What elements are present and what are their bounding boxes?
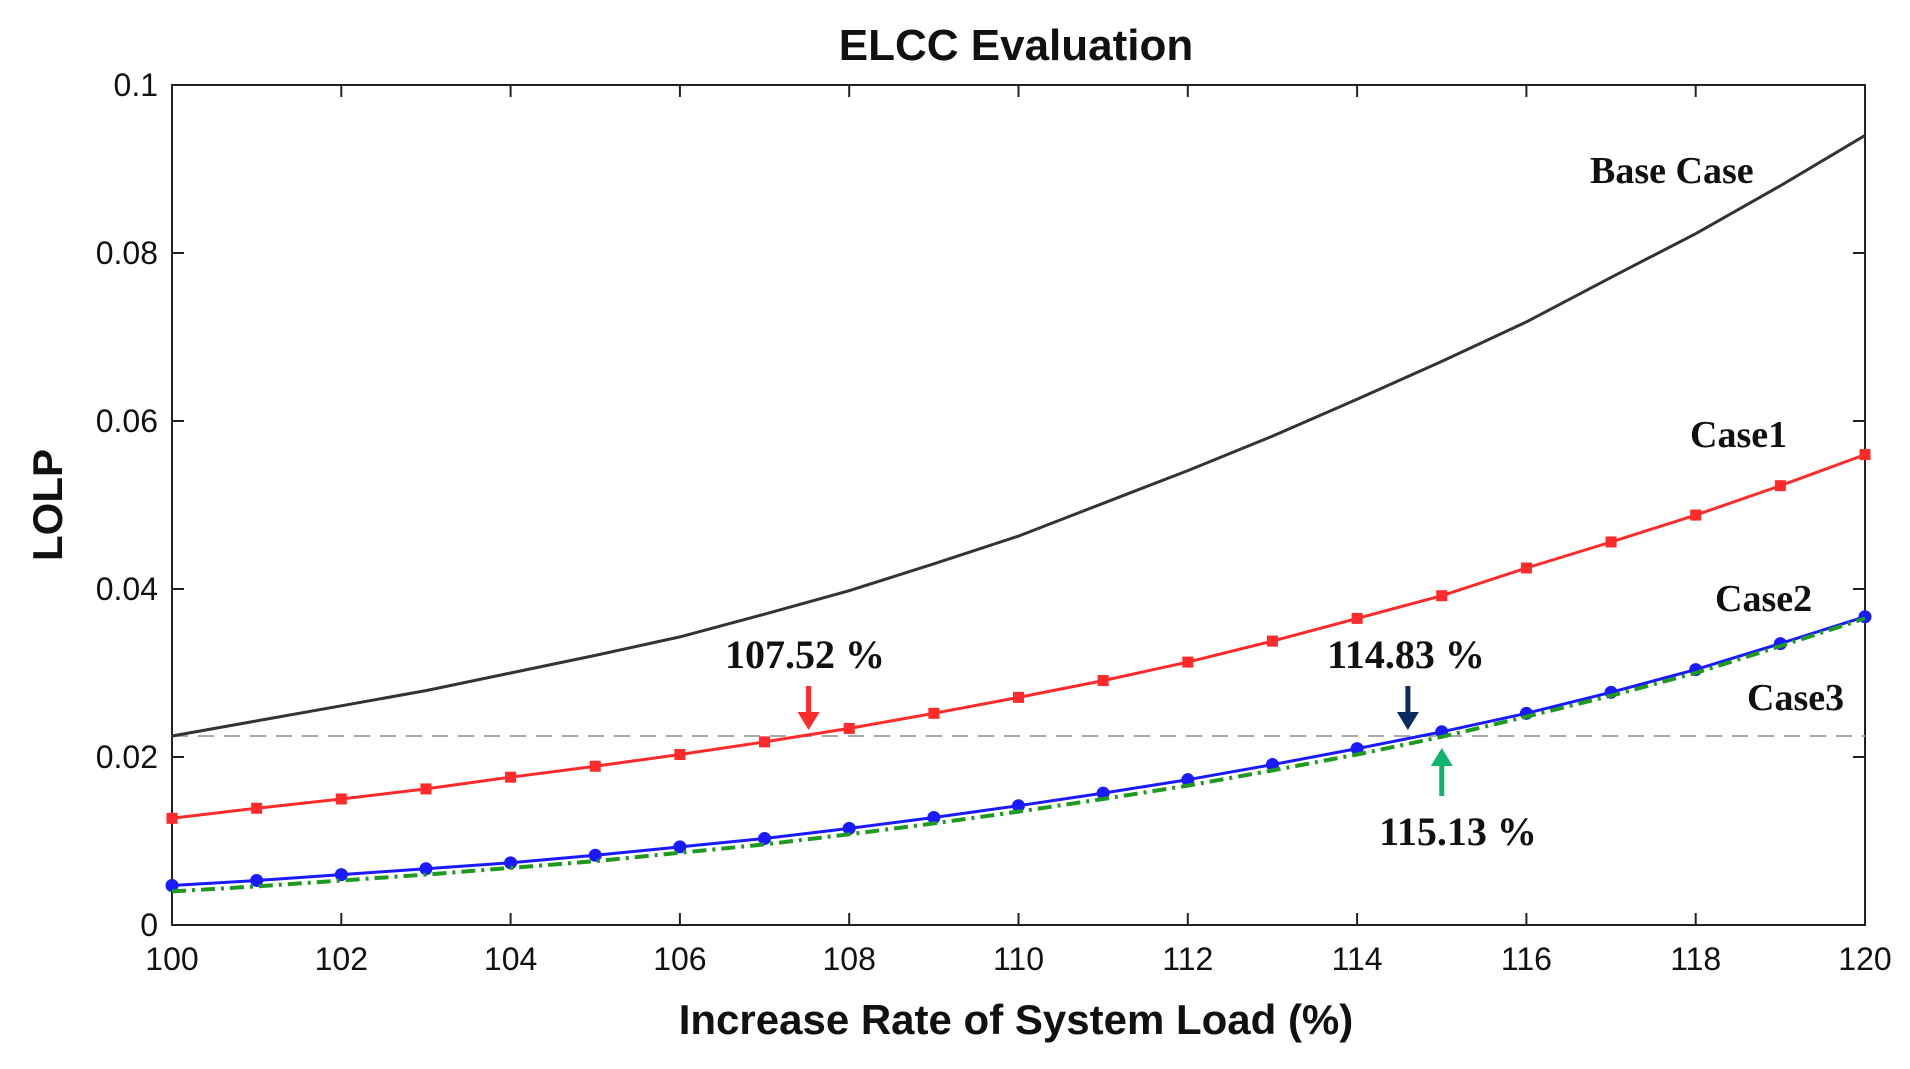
data-point xyxy=(1013,691,1024,703)
data-point xyxy=(1605,536,1617,548)
data-point xyxy=(166,812,178,824)
x-tick-label: 120 xyxy=(1838,941,1891,977)
annotation-arrow-head xyxy=(1396,712,1419,730)
y-tick-label: 0.06 xyxy=(96,403,158,439)
data-point xyxy=(1436,590,1448,602)
data-point xyxy=(251,802,263,814)
y-tick-label: 0.04 xyxy=(96,571,158,607)
series-label-case2: Case2 xyxy=(1715,578,1812,620)
x-axis-label: Increase Rate of System Load (%) xyxy=(679,996,1354,1043)
series-line-case3 xyxy=(171,616,1866,894)
x-tick-label: 102 xyxy=(315,941,368,977)
y-tick-label: 0.02 xyxy=(96,739,158,775)
data-point xyxy=(334,868,348,882)
data-point xyxy=(1859,449,1871,461)
data-point xyxy=(1351,612,1363,624)
x-tick-label: 118 xyxy=(1670,941,1721,977)
series-label-case3: Case3 xyxy=(1747,677,1844,719)
data-point xyxy=(1690,509,1702,521)
data-point xyxy=(335,793,347,805)
data-point xyxy=(1182,656,1194,668)
data-point xyxy=(1266,635,1278,647)
series-line-case1 xyxy=(171,453,1866,820)
x-tick-label: 108 xyxy=(823,941,876,977)
data-point xyxy=(674,748,686,760)
annotation-arrow-head xyxy=(1430,748,1453,766)
data-point xyxy=(250,873,264,887)
data-point xyxy=(588,848,602,862)
x-tick-label: 114 xyxy=(1332,941,1383,977)
data-point xyxy=(1097,675,1109,687)
data-point xyxy=(928,707,940,719)
annotation-label: 107.52 % xyxy=(725,632,885,677)
x-tick-label: 100 xyxy=(145,941,198,977)
data-point xyxy=(843,722,855,734)
y-tick-label: 0 xyxy=(140,907,158,943)
x-tick-label: 104 xyxy=(484,941,537,977)
data-point xyxy=(165,879,179,893)
data-point xyxy=(589,760,601,772)
annotations-group: 107.52 % 114.83 % 115.13 % xyxy=(725,632,1537,854)
data-point xyxy=(673,840,687,854)
y-axis-label: LOLP xyxy=(24,449,71,561)
series-line-case2 xyxy=(171,615,1866,887)
chart-title: ELCC Evaluation xyxy=(839,21,1194,70)
series-label-case1: Case1 xyxy=(1690,414,1787,456)
x-tick-label: 116 xyxy=(1501,941,1552,977)
data-point xyxy=(758,831,772,845)
data-point xyxy=(1774,480,1786,492)
annotation-label: 114.83 % xyxy=(1327,632,1485,677)
annotation-label: 115.13 % xyxy=(1379,809,1537,854)
x-tick-label: 110 xyxy=(993,941,1044,977)
series-line-base-case xyxy=(171,134,1866,738)
axis-ticks: 100 102 104 106 108 110 112 114 116 118 120 0 0.02 0.… xyxy=(96,67,1892,977)
x-tick-label: 106 xyxy=(653,941,706,977)
data-point xyxy=(759,736,771,748)
y-tick-label: 0.1 xyxy=(114,67,158,103)
y-tick-label: 0.08 xyxy=(96,235,158,271)
data-point xyxy=(505,771,517,783)
annotation-arrow-head xyxy=(797,712,820,730)
x-tick-label: 112 xyxy=(1162,941,1213,977)
plot-area-frame xyxy=(171,84,1866,926)
series-labels-group: Base Case Case1 Case2 Case3 xyxy=(1590,150,1844,719)
series-label-base-case: Base Case xyxy=(1590,150,1754,192)
series-group xyxy=(165,134,1872,894)
data-point xyxy=(420,783,432,795)
data-point xyxy=(1520,562,1532,574)
